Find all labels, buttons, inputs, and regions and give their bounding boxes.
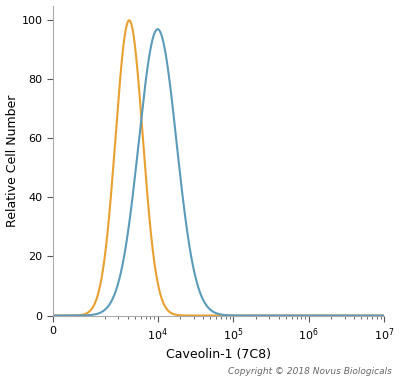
- Text: Copyright © 2018 Novus Biologicals: Copyright © 2018 Novus Biologicals: [228, 367, 392, 376]
- X-axis label: Caveolin-1 (7C8): Caveolin-1 (7C8): [166, 348, 271, 361]
- Y-axis label: Relative Cell Number: Relative Cell Number: [6, 94, 18, 227]
